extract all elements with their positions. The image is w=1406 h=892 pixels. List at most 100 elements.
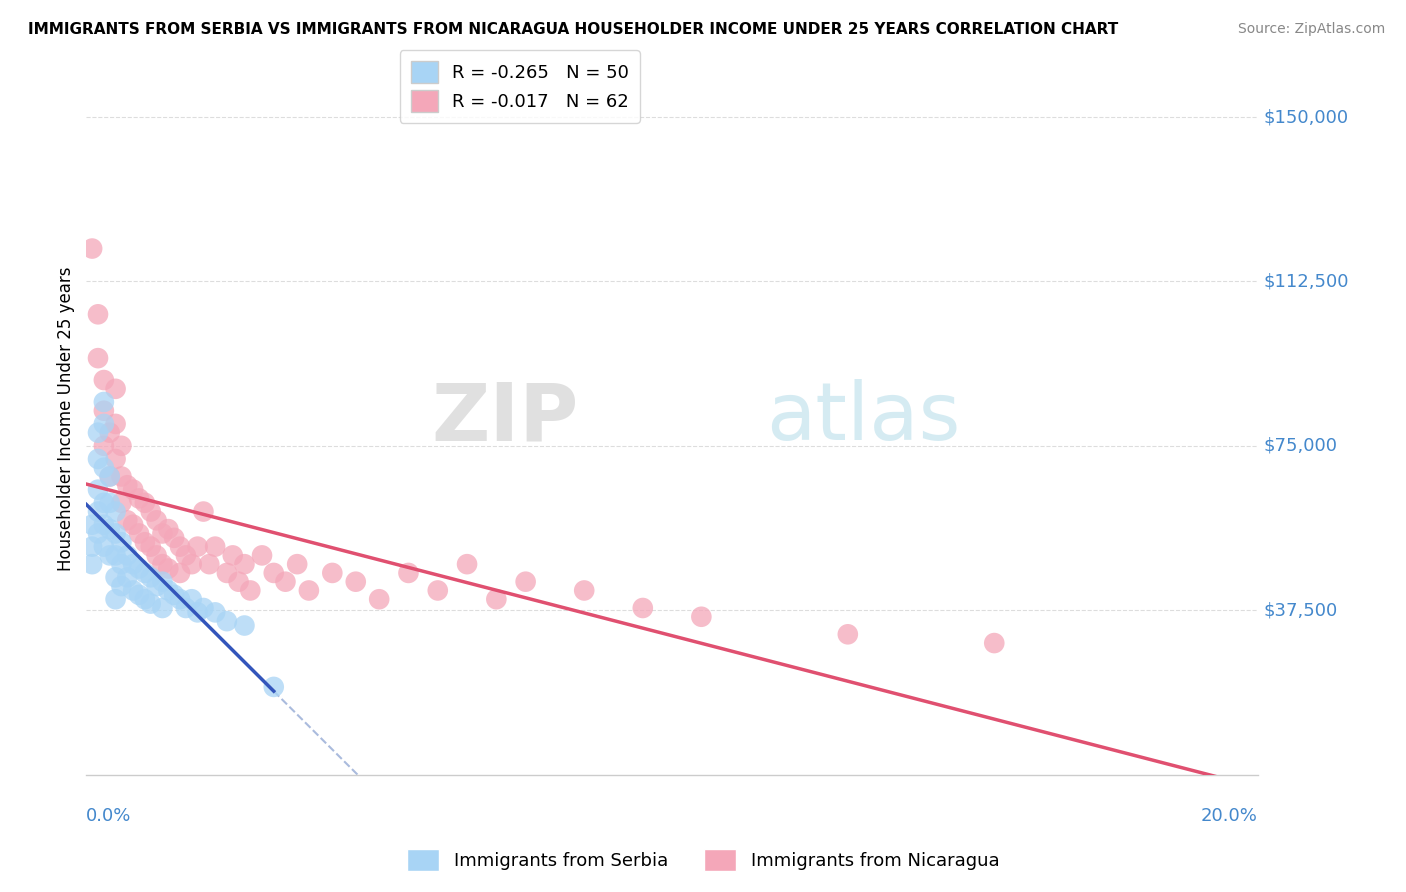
Point	[93, 417, 115, 431]
Point	[321, 566, 343, 580]
Point	[263, 680, 285, 694]
Point	[82, 242, 104, 256]
Point	[152, 557, 174, 571]
Point	[82, 557, 104, 571]
Point	[93, 395, 115, 409]
Point	[98, 522, 121, 536]
Point	[690, 609, 713, 624]
Point	[180, 592, 202, 607]
Text: 0.0%: 0.0%	[86, 806, 132, 824]
Point	[157, 583, 180, 598]
Point	[122, 583, 145, 598]
Point	[274, 574, 297, 589]
Point	[233, 557, 256, 571]
Point	[122, 557, 145, 571]
Point	[117, 478, 139, 492]
Point	[515, 574, 537, 589]
Point	[98, 469, 121, 483]
Point	[215, 614, 238, 628]
Point	[104, 417, 127, 431]
Point	[169, 540, 191, 554]
Point	[117, 549, 139, 563]
Point	[87, 307, 110, 321]
Point	[82, 540, 104, 554]
Point	[110, 439, 132, 453]
Point	[139, 540, 162, 554]
Point	[198, 557, 221, 571]
Point	[139, 597, 162, 611]
Point	[157, 522, 180, 536]
Point	[204, 540, 226, 554]
Point	[93, 517, 115, 532]
Point	[163, 588, 186, 602]
Point	[128, 526, 150, 541]
Text: $150,000: $150,000	[1264, 108, 1348, 126]
Point	[104, 549, 127, 563]
Legend: R = -0.265   N = 50, R = -0.017   N = 62: R = -0.265 N = 50, R = -0.017 N = 62	[399, 50, 640, 123]
Point	[87, 505, 110, 519]
Point	[87, 526, 110, 541]
Point	[110, 579, 132, 593]
Point	[98, 425, 121, 440]
Text: ZIP: ZIP	[432, 379, 578, 458]
Point	[983, 636, 1005, 650]
Point	[163, 531, 186, 545]
Point	[117, 570, 139, 584]
Y-axis label: Householder Income Under 25 years: Householder Income Under 25 years	[58, 266, 75, 571]
Point	[134, 496, 156, 510]
Legend: Immigrants from Serbia, Immigrants from Nicaragua: Immigrants from Serbia, Immigrants from …	[399, 842, 1007, 879]
Point	[128, 588, 150, 602]
Point	[193, 601, 215, 615]
Point	[239, 583, 262, 598]
Point	[117, 513, 139, 527]
Point	[187, 606, 209, 620]
Text: atlas: atlas	[766, 379, 960, 458]
Point	[368, 592, 391, 607]
Point	[110, 557, 132, 571]
Point	[98, 549, 121, 563]
Text: $75,000: $75,000	[1264, 437, 1337, 455]
Point	[169, 566, 191, 580]
Point	[344, 574, 367, 589]
Point	[87, 425, 110, 440]
Text: $112,500: $112,500	[1264, 272, 1350, 291]
Point	[104, 592, 127, 607]
Text: Source: ZipAtlas.com: Source: ZipAtlas.com	[1237, 22, 1385, 37]
Point	[104, 505, 127, 519]
Point	[157, 561, 180, 575]
Point	[110, 496, 132, 510]
Point	[250, 549, 273, 563]
Point	[93, 373, 115, 387]
Point	[398, 566, 420, 580]
Point	[104, 570, 127, 584]
Point	[193, 505, 215, 519]
Point	[180, 557, 202, 571]
Point	[187, 540, 209, 554]
Point	[98, 496, 121, 510]
Point	[169, 592, 191, 607]
Point	[134, 592, 156, 607]
Point	[233, 618, 256, 632]
Point	[152, 526, 174, 541]
Point	[152, 574, 174, 589]
Point	[222, 549, 245, 563]
Point	[139, 505, 162, 519]
Point	[104, 382, 127, 396]
Point	[110, 535, 132, 549]
Text: IMMIGRANTS FROM SERBIA VS IMMIGRANTS FROM NICARAGUA HOUSEHOLDER INCOME UNDER 25 : IMMIGRANTS FROM SERBIA VS IMMIGRANTS FRO…	[28, 22, 1118, 37]
Point	[215, 566, 238, 580]
Point	[93, 439, 115, 453]
Point	[456, 557, 478, 571]
Point	[122, 517, 145, 532]
Point	[87, 483, 110, 497]
Point	[145, 549, 167, 563]
Point	[93, 496, 115, 510]
Point	[145, 579, 167, 593]
Text: 20.0%: 20.0%	[1201, 806, 1258, 824]
Point	[426, 583, 449, 598]
Point	[87, 452, 110, 467]
Point	[204, 606, 226, 620]
Point	[285, 557, 308, 571]
Point	[82, 517, 104, 532]
Point	[93, 540, 115, 554]
